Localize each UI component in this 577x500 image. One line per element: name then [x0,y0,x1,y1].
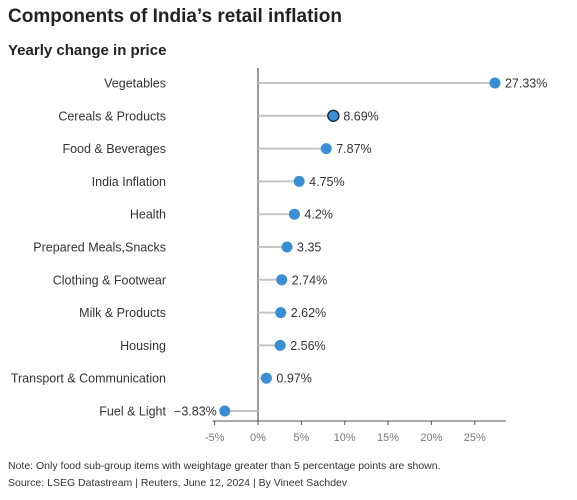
chart-note: Note: Only food sub-group items with wei… [8,460,441,472]
category-label: Housing [120,339,166,353]
lollipop-dot [276,274,288,286]
lollipop-dot [219,405,231,417]
value-label: −3.83% [174,405,217,419]
lollipop-dot [288,208,300,220]
value-label: 7.87% [336,142,371,156]
category-label: Clothing & Footwear [53,273,166,287]
value-label: 4.2% [304,208,333,222]
lollipop-dot [320,143,332,155]
x-tick-label: 5% [293,432,309,444]
value-label: 2.56% [290,339,325,353]
x-tick-label: 0% [250,432,266,444]
category-label: Cereals & Products [58,109,166,123]
value-label: 4.75% [309,175,344,189]
value-label: 2.74% [292,273,327,287]
lollipop-dot [260,372,272,384]
lollipop-dot [293,175,305,187]
category-label: Food & Beverages [62,142,166,156]
category-label: Prepared Meals,Snacks [33,241,166,255]
value-label: 2.62% [291,306,326,320]
value-label: 0.97% [276,372,311,386]
lollipop-dot [327,109,340,122]
value-label: 3.35 [297,241,321,255]
chart-source: Source: LSEG Datastream | Reuters, June … [8,477,348,489]
lollipop-dot [274,339,286,351]
lollipop-dot [489,77,501,89]
chart-subtitle: Yearly change in price [8,42,167,59]
lollipop-chart: -5% 0% 5% 10% 15% 20% 25% Vegetables 27.33% Cerea… [11,68,547,444]
value-label: 8.69% [343,109,378,123]
value-label: 27.33% [505,77,547,91]
chart-title: Components of India’s retail inflation [8,6,342,27]
x-tick-label: 10% [334,432,356,444]
x-tick-label: 25% [464,432,486,444]
lollipop-dot [275,307,287,319]
x-tick-label: 15% [377,432,399,444]
category-label: Vegetables [104,77,166,91]
category-label: India Inflation [92,175,166,189]
category-label: Milk & Products [79,306,166,320]
lollipop-dot [281,241,293,253]
category-label: Fuel & Light [99,405,166,419]
x-tick-label: 20% [420,432,442,444]
x-tick-label: -5% [205,432,225,444]
category-label: Transport & Communication [11,372,166,386]
category-label: Health [130,208,166,222]
